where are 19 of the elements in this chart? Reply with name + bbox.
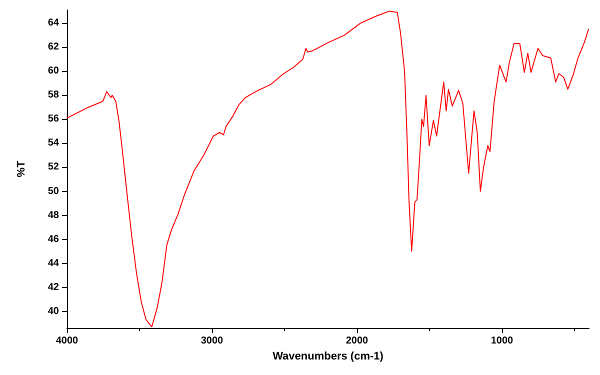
y-tick-label: 50 xyxy=(48,186,60,197)
x-axis-title: Wavenumbers (cm-1) xyxy=(272,350,384,362)
x-tick-label: 3000 xyxy=(200,336,224,347)
x-tick-label: 4000 xyxy=(56,336,79,347)
x-tick-label: 2000 xyxy=(346,336,369,347)
y-axis-title: %T xyxy=(16,160,28,178)
y-tick-label: 48 xyxy=(48,210,60,221)
x-tick-label: 1000 xyxy=(490,336,514,347)
y-tick-label: 46 xyxy=(48,234,60,245)
y-tick-label: 44 xyxy=(48,258,60,269)
y-tick-label: 56 xyxy=(48,114,60,125)
y-tick-label: 62 xyxy=(48,42,60,53)
y-tick-label: 60 xyxy=(48,66,60,77)
y-tick-label: 64 xyxy=(48,18,60,29)
y-tick-label: 54 xyxy=(48,138,60,149)
y-tick-label: 52 xyxy=(48,162,60,173)
y-tick-label: 58 xyxy=(48,90,60,101)
y-tick-label: 40 xyxy=(48,306,60,317)
y-tick-label: 42 xyxy=(48,282,60,293)
